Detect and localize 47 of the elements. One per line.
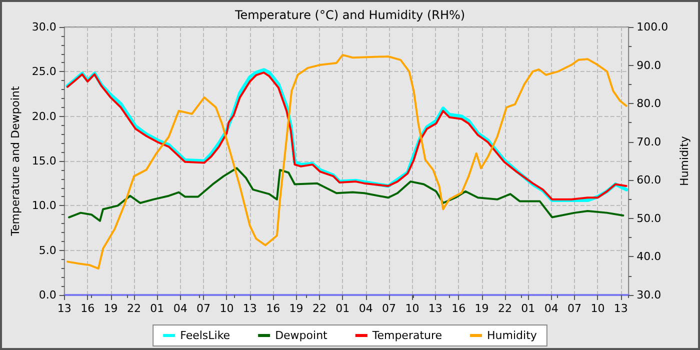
chart-title: Temperature (°C) and Humidity (RH%) [234, 8, 466, 22]
x-tick-label: 07 [196, 302, 211, 315]
y-tick-label: 0.0 [38, 288, 56, 302]
x-tick-label: 22 [498, 302, 512, 315]
y-tick-label: 5.0 [38, 244, 56, 257]
x-tick-label: 19 [289, 302, 304, 315]
x-tick-label: 04 [173, 302, 188, 315]
y-tick-label: 10.0 [32, 199, 56, 212]
y2-tick-label: 40.0 [636, 250, 662, 264]
y2-tick-label: 90.0 [636, 58, 662, 72]
y-tick-label: 30.0 [32, 20, 56, 34]
legend-label: Humidity [487, 329, 538, 342]
x-tick-label: 01 [336, 302, 350, 315]
x-tick-label: 07 [382, 302, 396, 315]
y-tick-label: 20.0 [32, 110, 56, 123]
x-tick-label: 01 [150, 302, 164, 315]
x-tick-label: 10 [590, 302, 605, 315]
legend-label: Temperature [371, 329, 442, 342]
y2-tick-label: 60.0 [636, 174, 662, 187]
x-tick-label: 07 [568, 302, 582, 315]
x-tick-label: 16 [452, 302, 466, 315]
y2-tick-label: 50.0 [636, 212, 662, 225]
y2-axis-title: Humidity [678, 136, 691, 186]
y2-tick-label: 70.0 [636, 135, 662, 148]
x-tick-label: 01 [521, 302, 536, 315]
x-tick-label: 04 [544, 302, 558, 315]
y-tick-label: 25.0 [32, 65, 56, 78]
x-tick-label: 22 [126, 302, 141, 315]
x-tick-label: 16 [266, 302, 280, 315]
x-tick-label: 13 [57, 302, 72, 315]
x-tick-label: 16 [80, 302, 95, 315]
y2-tick-label: 80.0 [636, 97, 662, 110]
x-tick-label: 22 [312, 302, 326, 315]
y-axis-title: Temperature and Dewpoint [9, 85, 22, 237]
y-tick-label: 15.0 [32, 154, 56, 168]
x-tick-label: 10 [405, 302, 420, 315]
x-tick-label: 19 [474, 302, 489, 315]
legend-label: FeelsLike [180, 329, 230, 342]
x-tick-label: 13 [242, 302, 257, 315]
x-tick-label: 10 [220, 302, 234, 315]
legend-label: Dewpoint [275, 329, 328, 342]
y2-tick-label: 100.0 [636, 20, 668, 34]
x-tick-label: 04 [358, 302, 373, 315]
x-tick-label: 19 [104, 302, 118, 315]
y2-tick-label: 30.0 [636, 288, 662, 302]
x-tick-label: 13 [614, 302, 628, 315]
x-tick-label: 13 [428, 302, 442, 315]
